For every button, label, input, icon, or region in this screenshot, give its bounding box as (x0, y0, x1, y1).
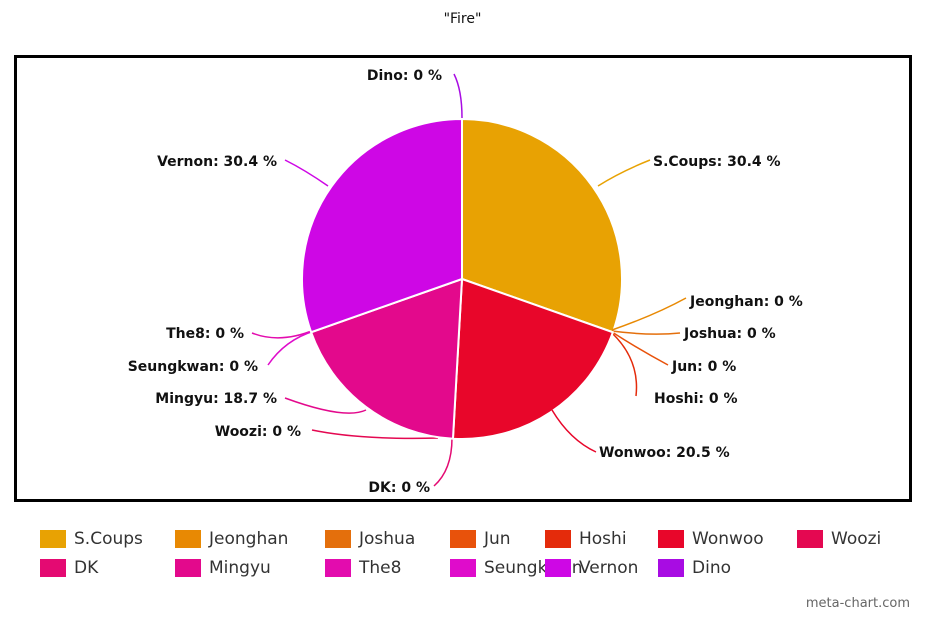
legend-swatch (658, 559, 684, 577)
legend-swatch (658, 530, 684, 548)
legend-item-joshua[interactable]: Joshua (325, 528, 415, 550)
leader-line-woozi (311, 429, 439, 440)
leader-line-jun (611, 331, 669, 366)
slice-label-jeonghan: Jeonghan: 0 % (689, 294, 803, 310)
legend-label: Mingyu (209, 558, 271, 578)
chart-title: "Fire" (443, 11, 482, 27)
legend-swatch (450, 559, 476, 577)
legend-item-s-coups[interactable]: S.Coups (40, 528, 143, 550)
pie-slice-mingyu[interactable] (309, 277, 464, 440)
legend-label: Jun (484, 529, 511, 549)
leader-line-hoshi (611, 332, 638, 397)
leader-line-the8 (251, 329, 315, 339)
legend-swatch (175, 530, 201, 548)
legend-swatch (797, 530, 823, 548)
legend-label: Vernon (579, 558, 639, 578)
slice-label-hoshi: Hoshi: 0 % (654, 391, 738, 407)
legend-item-dino[interactable]: Dino (658, 557, 731, 579)
pie-slice-wonwoo[interactable] (451, 277, 615, 440)
leader-line-joshua (611, 330, 681, 335)
legend-label: Joshua (359, 529, 416, 549)
legend-swatch (40, 530, 66, 548)
legend-label: Woozi (831, 529, 882, 549)
legend-item-wonwoo[interactable]: Wonwoo (658, 528, 764, 550)
leader-line-wonwoo (551, 409, 597, 453)
slice-label-jun: Jun: 0 % (671, 359, 736, 375)
legend-item-dk[interactable]: DK (40, 557, 98, 579)
legend-item-jeonghan[interactable]: Jeonghan (175, 528, 288, 550)
legend-swatch (325, 559, 351, 577)
legend-label: The8 (359, 558, 402, 578)
pie-slice-vernon[interactable] (301, 117, 463, 334)
legend-swatch (325, 530, 351, 548)
legend-swatch (175, 559, 201, 577)
legend-item-mingyu[interactable]: Mingyu (175, 557, 271, 579)
legend-label: Hoshi (579, 529, 627, 549)
leader-line-vernon (284, 159, 329, 187)
slice-label-the8: The8: 0 % (166, 326, 244, 342)
chart-frame (14, 55, 912, 502)
legend-item-jun[interactable]: Jun (450, 528, 511, 550)
legend-label: Dino (692, 558, 731, 578)
leader-line-dino (453, 73, 463, 119)
leader-line-seungkwan (267, 330, 315, 366)
pie-slice-s-coups[interactable] (461, 117, 623, 334)
legend-swatch (40, 559, 66, 577)
legend-label: Jeonghan (209, 529, 289, 549)
legend-label: DK (74, 558, 99, 578)
legend-label: Wonwoo (692, 529, 764, 549)
legend-swatch (545, 559, 571, 577)
legend-item-vernon[interactable]: Vernon (545, 557, 638, 579)
leader-line-jeonghan (611, 297, 687, 331)
credit-text: meta-chart.com (805, 596, 910, 611)
slice-label-wonwoo: Wonwoo: 20.5 % (599, 445, 730, 461)
leader-line-dk (433, 437, 453, 487)
leader-line-mingyu (284, 397, 367, 414)
legend-item-hoshi[interactable]: Hoshi (545, 528, 627, 550)
slice-label-vernon: Vernon: 30.4 % (157, 154, 277, 170)
slice-label-s-coups: S.Coups: 30.4 % (653, 154, 781, 170)
leader-line-s-coups (597, 159, 651, 187)
slice-label-joshua: Joshua: 0 % (683, 326, 776, 342)
legend-swatch (545, 530, 571, 548)
slice-label-dk: DK: 0 % (368, 480, 430, 496)
legend-item-woozi[interactable]: Woozi (797, 528, 881, 550)
legend-item-the8[interactable]: The8 (325, 557, 401, 579)
slice-label-seungkwan: Seungkwan: 0 % (128, 359, 258, 375)
slice-label-woozi: Woozi: 0 % (215, 424, 301, 440)
slice-label-mingyu: Mingyu: 18.7 % (155, 391, 277, 407)
slice-label-dino: Dino: 0 % (367, 68, 442, 84)
legend-swatch (450, 530, 476, 548)
legend-label: S.Coups (74, 529, 143, 549)
